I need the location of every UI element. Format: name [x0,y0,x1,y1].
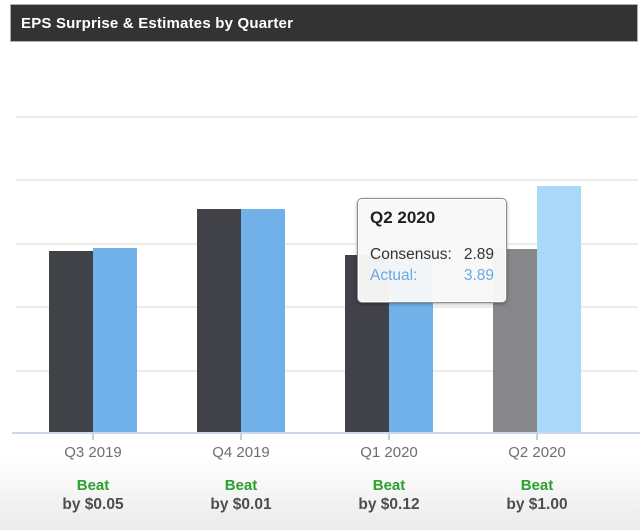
quarter-label-q2-2020: Q2 2020 [508,444,566,461]
axis-tick [536,434,538,440]
tooltip-consensus-label: Consensus: [370,246,452,263]
bar-actual-q4-2019[interactable] [241,209,285,433]
beat-result: Beat [520,477,554,494]
quarter-label-q3-2019: Q3 2019 [64,444,122,461]
gridline [16,179,638,181]
quarter-label-q4-2019: Q4 2019 [212,444,270,461]
surprise-label-q1-2020: Beat by $0.12 [319,476,459,514]
bar-consensus-q4-2019[interactable] [197,209,241,433]
beat-result: Beat [76,477,110,494]
chart-title: EPS Surprise & Estimates by Quarter [21,14,294,32]
axis-tick [388,434,390,440]
tooltip-actual-label: Actual: [370,267,418,284]
beat-amount: by $0.05 [62,496,124,513]
gridline [16,116,638,118]
tooltip-row-actual: Actual: 3.89 [370,265,494,286]
surprise-label-q3-2019: Beat by $0.05 [23,476,163,514]
surprise-label-q4-2019: Beat by $0.01 [171,476,311,514]
bar-actual-q3-2019[interactable] [93,248,137,433]
tooltip-actual-value: 3.89 [463,267,494,284]
beat-result: Beat [224,477,258,494]
x-axis-line [12,432,640,434]
tooltip-consensus-value: 2.89 [463,246,494,263]
gridline [16,243,638,245]
surprise-label-q2-2020: Beat by $1.00 [467,476,607,514]
bar-actual-q2-2020[interactable] [537,186,581,433]
gridline [16,370,638,372]
bar-consensus-q3-2019[interactable] [49,251,93,433]
beat-result: Beat [372,477,406,494]
tooltip-row-consensus: Consensus: 2.89 [370,244,494,265]
tooltip: Q2 2020 Consensus: 2.89 Actual: 3.89 [357,198,507,303]
axis-tick [240,434,242,440]
tooltip-title: Q2 2020 [370,208,436,227]
beat-amount: by $1.00 [506,496,568,513]
axis-tick [92,434,94,440]
beat-amount: by $0.01 [210,496,272,513]
tooltip-rows: Consensus: 2.89 Actual: 3.89 [370,244,494,286]
chart-title-bar: EPS Surprise & Estimates by Quarter [10,4,638,42]
beat-amount: by $0.12 [358,496,420,513]
gridline [16,306,638,308]
quarter-label-q1-2020: Q1 2020 [360,444,418,461]
